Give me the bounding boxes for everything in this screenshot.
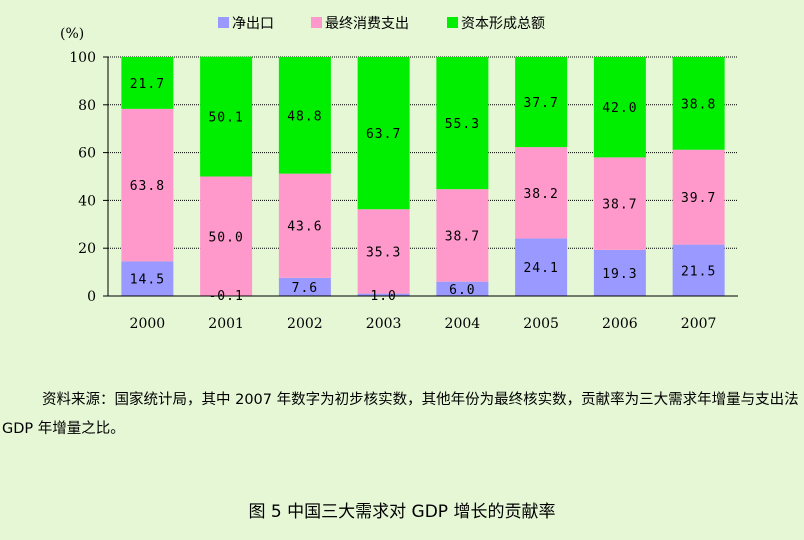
axes: 0 20 40 60 80 100 2000 2001 2002 2003 2004 2005 2006…: [60, 26, 738, 332]
data-label: 38.7: [602, 198, 637, 213]
x-tick-label: 2003: [366, 316, 402, 332]
data-label: 38.8: [681, 97, 716, 112]
bar-segment: [121, 108, 174, 262]
legend: 净出口 最终消费支出 资本形成总额: [218, 16, 545, 32]
bar-segment: [593, 57, 646, 158]
data-label: 42.0: [602, 101, 637, 116]
bar-segment: [357, 209, 410, 294]
bar-segment: [436, 189, 489, 282]
bar-segment: [436, 57, 489, 190]
bar-segment: [278, 277, 331, 296]
bar-segment: [672, 149, 725, 245]
data-label: 63.8: [130, 179, 165, 194]
legend-label: 资本形成总额: [461, 16, 545, 32]
bar-segment: [200, 56, 253, 177]
data-labels: 14.563.821.7-0.150.050.17.643.648.81.035…: [130, 77, 716, 304]
data-label: 35.3: [366, 245, 401, 260]
legend-label: 净出口: [232, 16, 274, 32]
bar-segment: [278, 57, 331, 174]
x-tick-label: 2000: [130, 316, 166, 332]
figure-caption: 图 5 中国三大需求对 GDP 增长的贡献率: [248, 502, 556, 522]
data-label: 37.7: [523, 96, 558, 111]
data-label: 19.3: [602, 267, 637, 282]
bar-segment: [515, 147, 568, 239]
data-label: 50.1: [208, 111, 243, 126]
y-tick-label: 80: [78, 98, 96, 114]
bar-segment: [357, 57, 410, 210]
y-tick-label: 40: [78, 193, 96, 209]
bar-segment: [278, 173, 331, 278]
x-tick-label: 2001: [208, 316, 244, 332]
bar-segment: [593, 157, 646, 250]
x-tick-label: 2004: [445, 316, 481, 332]
y-tick-label: 0: [87, 289, 96, 305]
legend-swatch: [447, 17, 458, 28]
stacked-bar-chart: 14.563.821.7-0.150.050.17.643.648.81.035…: [60, 16, 738, 332]
bar-segment: [121, 57, 174, 109]
data-label: 55.3: [445, 117, 480, 132]
data-label: 38.7: [445, 229, 480, 244]
bar-segment: [515, 57, 568, 148]
data-label: 50.0: [208, 230, 243, 245]
bar-segment: [672, 244, 725, 296]
legend-swatch: [218, 17, 229, 28]
data-label: 39.7: [681, 191, 716, 206]
bar-segment: [200, 176, 253, 296]
y-tick-label: 60: [78, 146, 96, 162]
data-label: 24.1: [523, 261, 558, 276]
y-axis-label: (%): [60, 26, 84, 42]
data-label: 21.7: [130, 77, 165, 92]
data-label: 7.6: [292, 281, 318, 296]
data-label: 43.6: [287, 220, 322, 235]
data-label: 63.7: [366, 127, 401, 142]
y-tick-label: 20: [78, 241, 96, 257]
bars: [121, 56, 725, 296]
bar-segment: [593, 249, 646, 296]
bar-segment: [357, 293, 410, 296]
bar-segment: [515, 238, 568, 296]
data-label: 21.5: [681, 264, 716, 279]
x-tick-label: 2002: [287, 316, 323, 332]
source-note: 资料来源：国家统计局，其中 2007 年数字为初步核实数，其他年份为最终核实数，…: [2, 392, 799, 437]
x-tick-label: 2005: [523, 316, 559, 332]
legend-swatch: [311, 17, 322, 28]
bar-segment: [672, 57, 725, 150]
y-tick-label: 100: [69, 50, 96, 66]
data-label: 38.2: [523, 187, 558, 202]
data-label: 48.8: [287, 109, 322, 124]
legend-label: 最终消费支出: [325, 16, 409, 32]
x-tick-label: 2007: [681, 316, 717, 332]
bar-segment: [121, 261, 174, 296]
data-label: 14.5: [130, 273, 165, 288]
data-label: 6.0: [449, 283, 475, 298]
bar-segment: [436, 281, 489, 296]
x-tick-label: 2006: [602, 316, 638, 332]
